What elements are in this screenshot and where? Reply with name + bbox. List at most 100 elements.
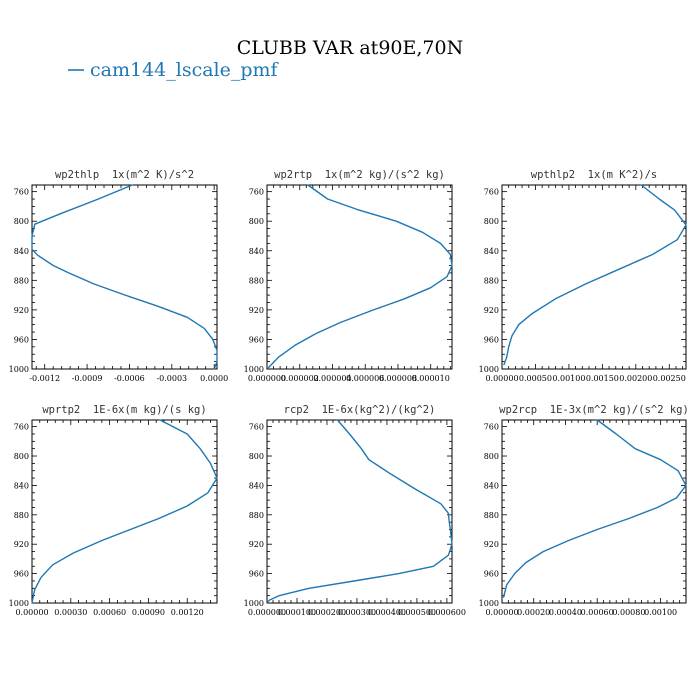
ytick-label: 920 <box>484 306 499 315</box>
series-line <box>31 419 218 604</box>
xtick-label: 0.000002 <box>281 374 319 383</box>
xtick-label: 0.000100 <box>278 608 316 617</box>
panel-title: wprtp2 1E-6x(m kg)/(s kg) <box>42 404 206 416</box>
panels: wp2thlp 1x(m^2 K)/s^2 760 800 840 880 920 960 1… <box>9 169 689 617</box>
ytick-label: 840 <box>14 481 29 490</box>
series-line <box>503 184 687 366</box>
ytick-label: 1000 <box>479 599 499 608</box>
ytick-label: 1000 <box>244 365 264 374</box>
ytick-label: 920 <box>249 540 264 549</box>
xtick-label: 0.00030 <box>54 608 87 617</box>
ytick-label: 920 <box>484 540 499 549</box>
panel-title: rcp2 1E-6x(kg^2)/(kg^2) <box>284 404 436 416</box>
plot-frame <box>266 184 453 370</box>
ytick-label: 760 <box>249 188 264 197</box>
ytick-label: 880 <box>484 276 499 285</box>
xtick-label: 0.00000 <box>485 608 518 617</box>
panel-5: rcp2 1E-6x(kg^2)/(kg^2) 760 800 840 880 920 96… <box>244 404 466 617</box>
ytick-label: 880 <box>14 511 29 520</box>
xtick-label: 0.00040 <box>549 608 582 617</box>
ytick-label: 880 <box>14 276 29 285</box>
plot-frame <box>501 184 687 370</box>
panel-3: wpthlp2 1x(m K^2)/s 760 800 840 880 920 960 100… <box>479 169 687 383</box>
series-line <box>502 419 687 598</box>
ytick-label: 800 <box>484 217 499 226</box>
ytick-label: 840 <box>14 247 29 256</box>
ytick-label: 1000 <box>9 365 29 374</box>
plot-frame <box>31 419 218 604</box>
ytick-label: 760 <box>484 188 499 197</box>
panel-title: wp2rtp 1x(m^2 kg)/(s^2 kg) <box>274 169 445 181</box>
ytick-label: 760 <box>484 423 499 432</box>
ytick-label: 920 <box>14 306 29 315</box>
xtick-label: 0.000300 <box>338 608 376 617</box>
xtick-label: 0.000000 <box>248 374 286 383</box>
ytick-label: 880 <box>249 276 264 285</box>
plot-frame <box>266 419 453 604</box>
xtick-label: 0.00050 <box>519 374 552 383</box>
ytick-label: 960 <box>249 570 264 579</box>
panel-1: wp2thlp 1x(m^2 K)/s^2 760 800 840 880 920 960 1… <box>9 169 229 383</box>
ytick-label: 1000 <box>9 599 29 608</box>
ytick-label: 880 <box>249 511 264 520</box>
ytick-label: 960 <box>14 570 29 579</box>
panel-2: wp2rtp 1x(m^2 kg)/(s^2 kg) 760 800 840 880 92… <box>244 169 453 383</box>
panel-title: wp2thlp 1x(m^2 K)/s^2 <box>55 169 194 181</box>
xtick-label: 0.000200 <box>308 608 346 617</box>
xtick-label: 0.000004 <box>313 374 351 383</box>
legend: cam144_lscale_pmf <box>68 59 280 81</box>
xtick-label: 0.000006 <box>346 374 384 383</box>
xtick-label: 0.00120 <box>171 608 204 617</box>
ytick-label: 920 <box>14 540 29 549</box>
xtick-label: 0.00200 <box>619 374 652 383</box>
ytick-label: 800 <box>14 452 29 461</box>
xtick-label: 0.000500 <box>398 608 436 617</box>
xtick-label: 0.00080 <box>612 608 645 617</box>
ytick-label: 920 <box>249 306 264 315</box>
xtick-label: 0.00150 <box>586 374 619 383</box>
ytick-label: 800 <box>249 217 264 226</box>
ytick-label: 760 <box>14 423 29 432</box>
xtick-label: 0.00090 <box>132 608 165 617</box>
ytick-label: 880 <box>484 511 499 520</box>
series-line <box>267 184 453 369</box>
ytick-label: 800 <box>484 452 499 461</box>
ytick-label: 800 <box>14 217 29 226</box>
ytick-label: 760 <box>14 188 29 197</box>
xtick-label: 0.00020 <box>517 608 550 617</box>
ytick-label: 760 <box>249 423 264 432</box>
xtick-label: 0.000600 <box>428 608 466 617</box>
panel-title: wpthlp2 1x(m K^2)/s <box>531 169 657 181</box>
xtick-label: 0.00060 <box>93 608 126 617</box>
ytick-label: 1000 <box>244 599 264 608</box>
panel-6: wp2rcp 1E-3x(m^2 kg)/(s^2 kg)760 800 840 88… <box>479 404 689 617</box>
ytick-label: 840 <box>249 247 264 256</box>
legend-label: cam144_lscale_pmf <box>90 59 280 81</box>
xtick-label: 0.00060 <box>581 608 614 617</box>
series-line <box>31 184 218 370</box>
plot-frame <box>501 419 687 604</box>
xtick-label: 0.000008 <box>379 374 417 383</box>
xtick-label: -0.0006 <box>114 374 145 383</box>
series-line <box>266 419 453 603</box>
ytick-label: 840 <box>484 247 499 256</box>
xtick-label: 0.000010 <box>412 374 450 383</box>
xtick-label: 0.00100 <box>552 374 585 383</box>
xtick-label: 0.00000 <box>15 608 48 617</box>
ytick-label: 960 <box>484 335 499 344</box>
xtick-label: 0.000000 <box>248 608 286 617</box>
ytick-label: 960 <box>249 335 264 344</box>
ytick-label: 800 <box>249 452 264 461</box>
figure-title: CLUBB VAR at90E,70N <box>237 37 463 59</box>
xtick-label: 0.00100 <box>644 608 677 617</box>
panel-title: wp2rcp 1E-3x(m^2 kg)/(s^2 kg) <box>499 404 689 416</box>
xtick-label: 0.0000 <box>200 374 228 383</box>
panel-4: wprtp2 1E-6x(m kg)/(s kg) 760 800 840 880 920… <box>9 404 218 617</box>
ytick-label: 960 <box>14 335 29 344</box>
xtick-label: 0.00250 <box>653 374 686 383</box>
plot-frame <box>31 184 218 370</box>
ytick-label: 840 <box>249 481 264 490</box>
xtick-label: -0.0003 <box>156 374 187 383</box>
ytick-label: 960 <box>484 570 499 579</box>
